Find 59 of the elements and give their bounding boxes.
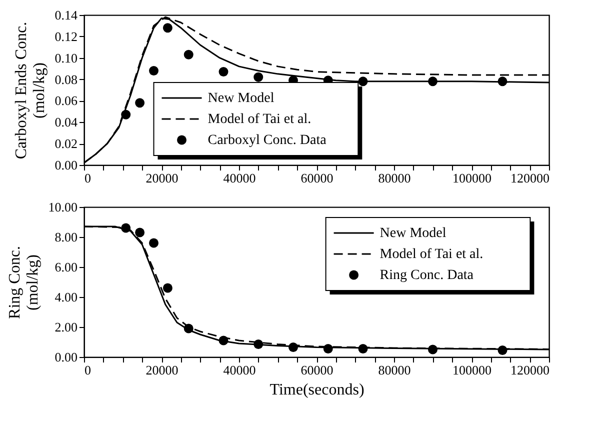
x-tick-label: 40000: [223, 170, 256, 186]
y-tick-label: 0.14: [54, 8, 78, 22]
x-tick-label: 120000: [510, 362, 550, 378]
y-tick-label: 6.00: [54, 260, 78, 274]
x-tick-label: 20000: [146, 362, 178, 378]
point: [135, 98, 145, 108]
point: [498, 76, 508, 86]
point: [358, 344, 368, 354]
point: [288, 342, 298, 352]
y-tick-label: 0.00: [54, 350, 78, 364]
y-tick-label: 0.02: [54, 136, 78, 152]
x-tick-label: 120000: [510, 170, 550, 186]
x-tick-label: 60000: [300, 170, 334, 186]
point: [428, 76, 438, 86]
point: [254, 72, 264, 82]
point: [358, 76, 368, 86]
x-tick-label: 0: [84, 362, 91, 378]
point: [121, 110, 131, 120]
y-tick-label: 0.04: [54, 114, 78, 130]
point: [184, 50, 194, 60]
point: [184, 324, 194, 334]
x-tick-label: 40000: [223, 362, 256, 378]
y-tick-label: 0.00: [54, 158, 78, 172]
point: [428, 344, 438, 354]
x-tick-label: 20000: [146, 170, 178, 186]
legend-label: Model of Tai et al.: [380, 247, 484, 262]
legend-label: Ring Conc. Data: [380, 268, 474, 283]
y-tick-label: 0.08: [54, 72, 78, 87]
x-axis-title: Time(seconds): [270, 382, 364, 398]
x-tick-label: 100000: [452, 362, 492, 378]
point: [498, 346, 508, 355]
point: [254, 340, 264, 349]
legend-label: Carboxyl Conc. Data: [208, 133, 328, 148]
legend-label: New Model: [380, 226, 446, 241]
x-tick-label: 60000: [300, 362, 334, 378]
point: [149, 238, 158, 248]
legend-label: New Model: [208, 91, 274, 106]
y-axis-title: Carboxyl Ends Conc. (mol/kg): [12, 22, 48, 160]
point: [218, 336, 228, 346]
y-tick-label: 8.00: [54, 230, 78, 244]
point: [135, 228, 145, 238]
y-tick-label: 0.10: [54, 50, 78, 66]
x-tick-label: 100000: [452, 170, 492, 186]
x-tick-label: 80000: [378, 170, 411, 186]
legend-label: Model of Tai et al.: [208, 112, 312, 127]
x-tick-label: 0: [84, 170, 91, 186]
y-tick-label: 2.00: [54, 320, 78, 334]
point: [162, 23, 172, 33]
point: [323, 344, 333, 354]
y-tick-label: 10.00: [48, 200, 78, 214]
y-tick-label: 4.00: [54, 290, 78, 304]
point: [149, 66, 158, 76]
point: [121, 223, 131, 233]
point: [218, 67, 228, 77]
y-tick-label: 0.12: [54, 28, 78, 44]
x-tick-label: 80000: [378, 362, 411, 378]
y-tick-label: 0.06: [54, 93, 78, 108]
y-axis-title: Ring Conc. (mol/kg): [6, 246, 42, 319]
point: [162, 283, 172, 293]
